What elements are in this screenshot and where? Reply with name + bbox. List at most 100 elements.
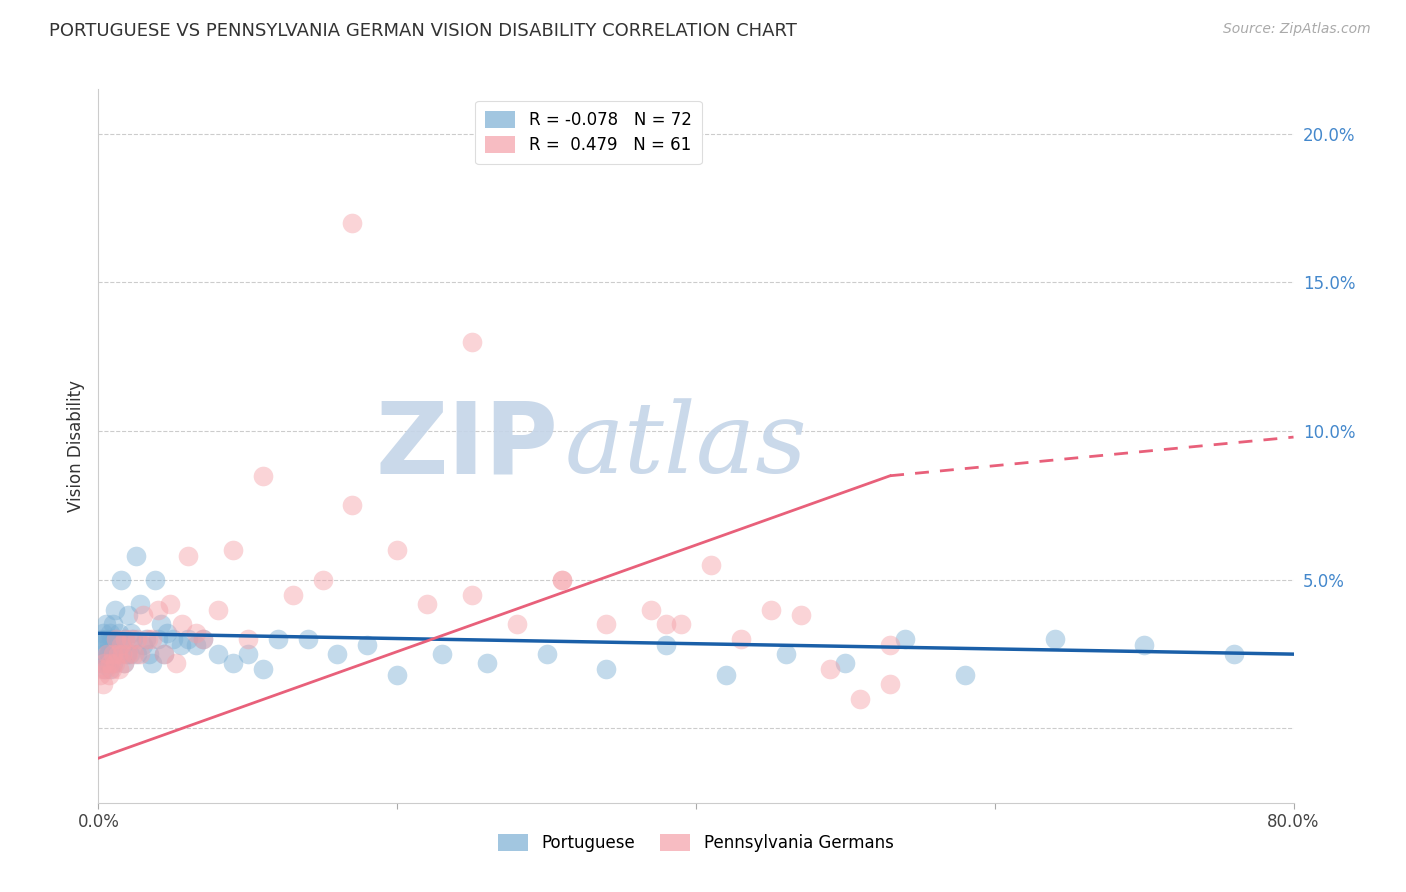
Point	[97, 647, 120, 661]
Legend: Portuguese, Pennsylvania Germans: Portuguese, Pennsylvania Germans	[492, 827, 900, 859]
Point	[879, 638, 901, 652]
Point	[849, 691, 872, 706]
Point	[165, 656, 187, 670]
Point	[121, 632, 143, 647]
Point	[94, 650, 117, 665]
Point	[236, 632, 259, 647]
Point	[655, 617, 678, 632]
Point	[104, 638, 127, 652]
Point	[93, 662, 115, 676]
Point	[89, 668, 111, 682]
Point	[90, 656, 112, 670]
Point	[222, 543, 245, 558]
Point	[184, 626, 207, 640]
Point	[550, 573, 572, 587]
Point	[91, 626, 114, 640]
Point	[103, 617, 125, 632]
Point	[550, 573, 572, 587]
Point	[117, 608, 139, 623]
Point	[96, 632, 118, 647]
Point	[141, 656, 163, 670]
Point	[356, 638, 378, 652]
Point	[267, 632, 290, 647]
Point	[98, 626, 122, 640]
Point	[789, 608, 811, 623]
Point	[252, 662, 274, 676]
Point	[207, 647, 229, 661]
Point	[111, 638, 134, 652]
Point	[129, 597, 152, 611]
Point	[222, 656, 245, 670]
Point	[108, 662, 131, 676]
Point	[101, 632, 124, 647]
Point	[91, 647, 114, 661]
Point	[655, 638, 678, 652]
Point	[506, 617, 529, 632]
Point	[297, 632, 319, 647]
Point	[148, 602, 170, 616]
Point	[153, 647, 176, 661]
Point	[120, 626, 142, 640]
Point	[127, 647, 149, 661]
Point	[143, 573, 166, 587]
Point	[101, 647, 124, 661]
Point	[461, 588, 484, 602]
Point	[416, 597, 439, 611]
Y-axis label: Vision Disability: Vision Disability	[66, 380, 84, 512]
Point	[236, 647, 259, 661]
Point	[94, 617, 117, 632]
Point	[125, 549, 148, 563]
Point	[536, 647, 558, 661]
Point	[169, 638, 191, 652]
Point	[112, 656, 135, 670]
Point	[120, 632, 142, 647]
Point	[115, 647, 138, 661]
Point	[595, 617, 617, 632]
Point	[114, 632, 136, 647]
Point	[97, 668, 120, 682]
Point	[162, 632, 184, 647]
Point	[132, 608, 155, 623]
Point	[112, 656, 135, 670]
Point	[110, 573, 132, 587]
Point	[475, 656, 498, 670]
Point	[93, 638, 115, 652]
Point	[105, 632, 128, 647]
Point	[775, 647, 797, 661]
Point	[117, 647, 139, 661]
Point	[89, 638, 111, 652]
Point	[96, 656, 118, 670]
Point	[1043, 632, 1066, 647]
Point	[127, 632, 149, 647]
Point	[342, 216, 364, 230]
Point	[184, 638, 207, 652]
Point	[326, 647, 349, 661]
Point	[207, 602, 229, 616]
Point	[136, 632, 159, 647]
Point	[159, 597, 181, 611]
Point	[595, 662, 617, 676]
Point	[141, 632, 163, 647]
Point	[1223, 647, 1246, 661]
Point	[94, 662, 117, 676]
Point	[135, 632, 157, 647]
Point	[110, 638, 132, 652]
Point	[118, 647, 141, 661]
Point	[730, 632, 752, 647]
Point	[385, 668, 409, 682]
Point	[98, 662, 122, 676]
Point	[714, 668, 737, 682]
Point	[177, 632, 200, 647]
Point	[90, 662, 112, 676]
Text: ZIP: ZIP	[375, 398, 558, 494]
Point	[834, 656, 856, 670]
Point	[129, 647, 152, 661]
Point	[191, 632, 214, 647]
Point	[700, 558, 723, 572]
Point	[150, 617, 173, 632]
Point	[191, 632, 214, 647]
Point	[104, 656, 127, 670]
Text: Source: ZipAtlas.com: Source: ZipAtlas.com	[1223, 22, 1371, 37]
Point	[98, 656, 122, 670]
Point	[281, 588, 304, 602]
